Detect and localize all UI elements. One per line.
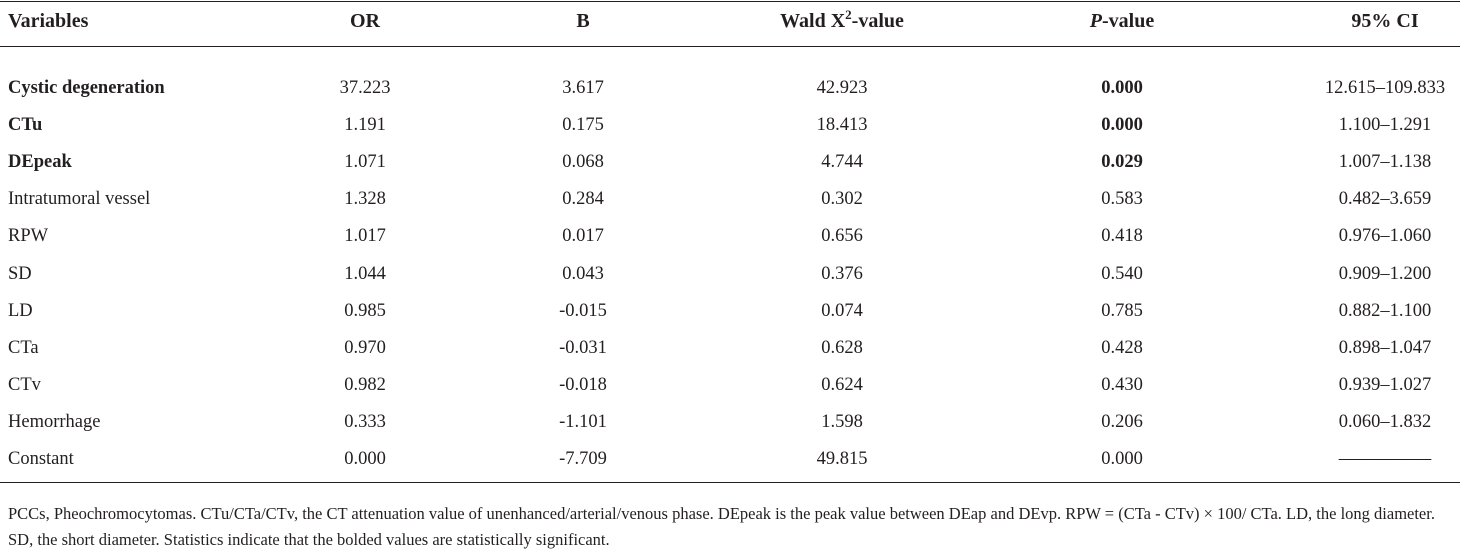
table-cell: 0.540: [1101, 263, 1143, 284]
table-cell: 0.970: [344, 337, 386, 358]
table-cell: 0.302: [821, 189, 863, 210]
table-cell: 0.074: [821, 300, 863, 321]
header-text: 95% CI: [1351, 10, 1419, 32]
table-cell: 1.044: [344, 263, 386, 284]
top-rule: [0, 1, 1460, 2]
row-label: Cystic degeneration: [8, 78, 165, 98]
table-cell: 0.656: [821, 226, 863, 247]
table-cell: 49.815: [816, 449, 868, 469]
table-cell: 0.000: [1101, 449, 1143, 469]
table-cell: 0.482–3.659: [1338, 189, 1432, 210]
row-label: CTu: [8, 115, 43, 136]
table-cell: 0.418: [1101, 226, 1143, 247]
header-text: Variables: [8, 10, 89, 32]
row-label: SD: [8, 263, 32, 284]
table-cell: 1.071: [344, 152, 386, 173]
footnote: PCCs, Pheochromocytomas. CTu/CTa/CTv, th…: [8, 504, 1435, 549]
table-cell: 0.000: [1101, 115, 1143, 136]
column-header: P-value: [1090, 10, 1154, 32]
table-cell: 0.206: [1101, 411, 1143, 432]
table-cell: 1.007–1.138: [1338, 152, 1432, 173]
column-header: OR: [350, 10, 380, 32]
column-header: Variables: [8, 10, 88, 32]
table-cell: 42.923: [816, 78, 868, 98]
table-cell: 1.328: [344, 189, 386, 210]
header-text: OR: [350, 10, 380, 32]
header-text: -value: [1102, 10, 1155, 32]
table-cell: 0.976–1.060: [1338, 226, 1432, 247]
table-cell: 0.985: [344, 300, 386, 321]
table-cell: 0.898–1.047: [1338, 337, 1432, 358]
table-cell: 0.624: [821, 374, 863, 395]
table-cell: 0.939–1.027: [1338, 374, 1432, 395]
table-cell: 0.785: [1101, 300, 1143, 321]
table-cell: 0.000: [344, 449, 386, 469]
table-cell: 0.430: [1101, 374, 1143, 395]
column-header: B: [576, 10, 589, 32]
table-cell: -0.031: [559, 337, 607, 358]
header-text: P: [1089, 10, 1102, 32]
table-cell: 0.068: [562, 152, 604, 173]
table-cell: 0.628: [821, 337, 863, 358]
table-cell: 0.284: [562, 189, 604, 210]
table-cell: 1.100–1.291: [1338, 115, 1432, 136]
table-cell: -7.709: [559, 449, 607, 469]
bottom-rule: [0, 482, 1460, 483]
table-cell: 37.223: [339, 78, 391, 98]
table-cell: 0.428: [1101, 337, 1143, 358]
table-cell: 1.598: [821, 411, 863, 432]
header-text: -value: [851, 10, 904, 32]
row-label: CTv: [8, 374, 41, 395]
table-cell: 1.017: [344, 226, 386, 247]
table-cell: -1.101: [559, 411, 607, 432]
table-cell: 0.583: [1101, 189, 1143, 210]
row-label: Hemorrhage: [8, 411, 101, 432]
table-cell: 0.017: [562, 226, 604, 247]
column-header: Wald X2-value: [780, 7, 904, 32]
header-text: 2: [845, 7, 852, 22]
table-cell: 0.376: [821, 263, 863, 284]
header-rule: [0, 46, 1460, 47]
table-cell: 0.982: [344, 374, 386, 395]
table-cell: 0.175: [562, 115, 604, 136]
row-label: Intratumoral vessel: [8, 189, 151, 210]
header-text: Wald X: [780, 10, 846, 32]
table-cell: 0.909–1.200: [1338, 263, 1432, 284]
table-cell: —————: [1338, 449, 1432, 469]
table-cell: 4.744: [821, 152, 863, 173]
table-cell: 0.043: [562, 263, 604, 284]
table-cell: 0.000: [1101, 78, 1143, 98]
row-label: DEpeak: [8, 152, 72, 173]
table-cell: 3.617: [562, 78, 604, 98]
column-header: 95% CI: [1351, 10, 1418, 32]
table-cell: 18.413: [816, 115, 868, 136]
row-label: CTa: [8, 337, 39, 358]
table-cell: 12.615–109.833: [1324, 78, 1446, 98]
table-cell: -0.018: [559, 374, 607, 395]
table-cell: 1.191: [344, 115, 386, 136]
row-label: RPW: [8, 226, 49, 247]
header-text: B: [576, 10, 590, 32]
row-label: LD: [8, 300, 33, 321]
table-cell: 0.333: [344, 411, 386, 432]
row-label: Constant: [8, 449, 74, 469]
table-cell: 0.882–1.100: [1338, 300, 1432, 321]
table-cell: -0.015: [559, 300, 607, 321]
table-cell: 0.029: [1101, 152, 1143, 173]
table-cell: 0.060–1.832: [1338, 411, 1432, 432]
